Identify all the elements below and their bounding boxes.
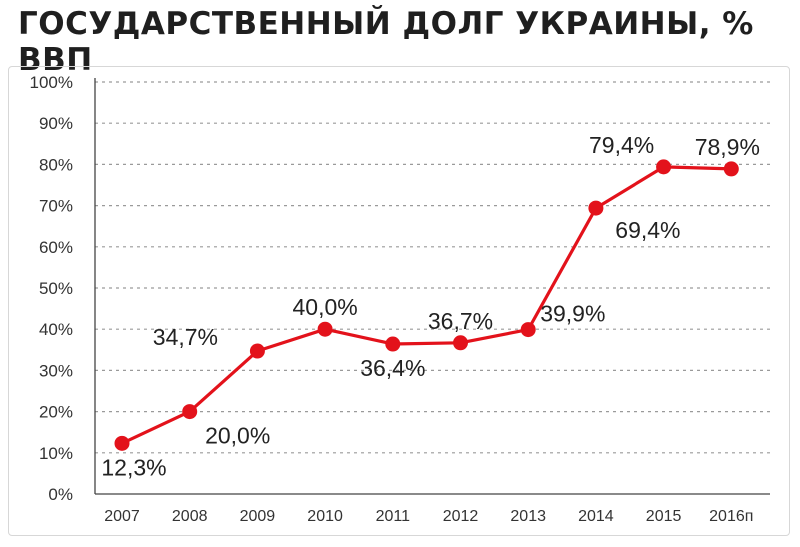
data-point	[317, 321, 333, 337]
data-point	[385, 336, 401, 352]
y-tick-label: 80%	[39, 155, 73, 174]
chart-title: ГОСУДАРСТВЕННЫЙ ДОЛГ УКРАИНЫ, % ВВП	[18, 6, 754, 78]
data-label: 20,0%	[205, 423, 270, 449]
y-tick-label: 90%	[39, 114, 73, 133]
axes	[94, 78, 770, 495]
data-point	[588, 200, 604, 216]
data-label: 69,4%	[615, 217, 680, 243]
data-label: 39,9%	[540, 301, 605, 327]
x-tick-labels: 2007 2008 2009 2010 2011 2012 2013 2014 2015 2016…	[104, 508, 753, 525]
data-point	[520, 322, 536, 338]
data-point	[249, 343, 265, 359]
x-tick-label: 2015	[646, 508, 682, 525]
x-tick-label: 2010	[307, 508, 343, 525]
data-label: 34,7%	[153, 324, 218, 350]
grid-lines	[95, 81, 770, 454]
data-point	[453, 335, 468, 351]
y-tick-label: 30%	[39, 361, 73, 380]
series-line	[121, 165, 732, 445]
x-tick-label: 2008	[172, 508, 208, 525]
data-label: 78,9%	[695, 134, 760, 160]
data-label: 36,7%	[428, 308, 493, 334]
data-point	[114, 435, 130, 451]
data-label: 79,4%	[589, 132, 654, 158]
x-tick-label: 2014	[578, 508, 614, 525]
y-tick-label: 10%	[39, 444, 73, 463]
y-tick-label: 20%	[39, 403, 73, 422]
data-point	[182, 404, 198, 420]
data-labels: 12,3% 20,0% 34,7% 40,0% 36,4%36,7% 39,9% 69,4%…	[101, 132, 760, 480]
y-tick-label: 50%	[39, 279, 73, 298]
chart-frame	[8, 66, 790, 536]
series-markers	[114, 159, 739, 451]
x-tick-label: 2016п	[709, 508, 753, 525]
y-tick-label: 60%	[39, 238, 73, 257]
data-label: 12,3%	[101, 454, 166, 480]
data-point	[656, 159, 672, 175]
x-tick-label: 2011	[376, 508, 411, 525]
data-label: 40,0%	[292, 294, 357, 320]
y-tick-labels: 0% 10% 20% 30% 40% 50% 60% 70% 80% 90% 100%	[30, 73, 73, 504]
x-tick-label: 2009	[240, 508, 276, 525]
y-tick-label: 40%	[39, 320, 73, 339]
y-tick-label: 100%	[30, 73, 73, 92]
x-tick-label: 2007	[104, 508, 140, 525]
x-tick-label: 2012	[443, 508, 479, 525]
data-label: 36,4%	[360, 355, 425, 381]
y-tick-label: 0%	[48, 485, 73, 504]
x-tick-label: 2013	[510, 508, 546, 525]
series-line-path	[121, 165, 732, 445]
data-point	[723, 161, 739, 177]
y-tick-label: 70%	[39, 197, 73, 216]
